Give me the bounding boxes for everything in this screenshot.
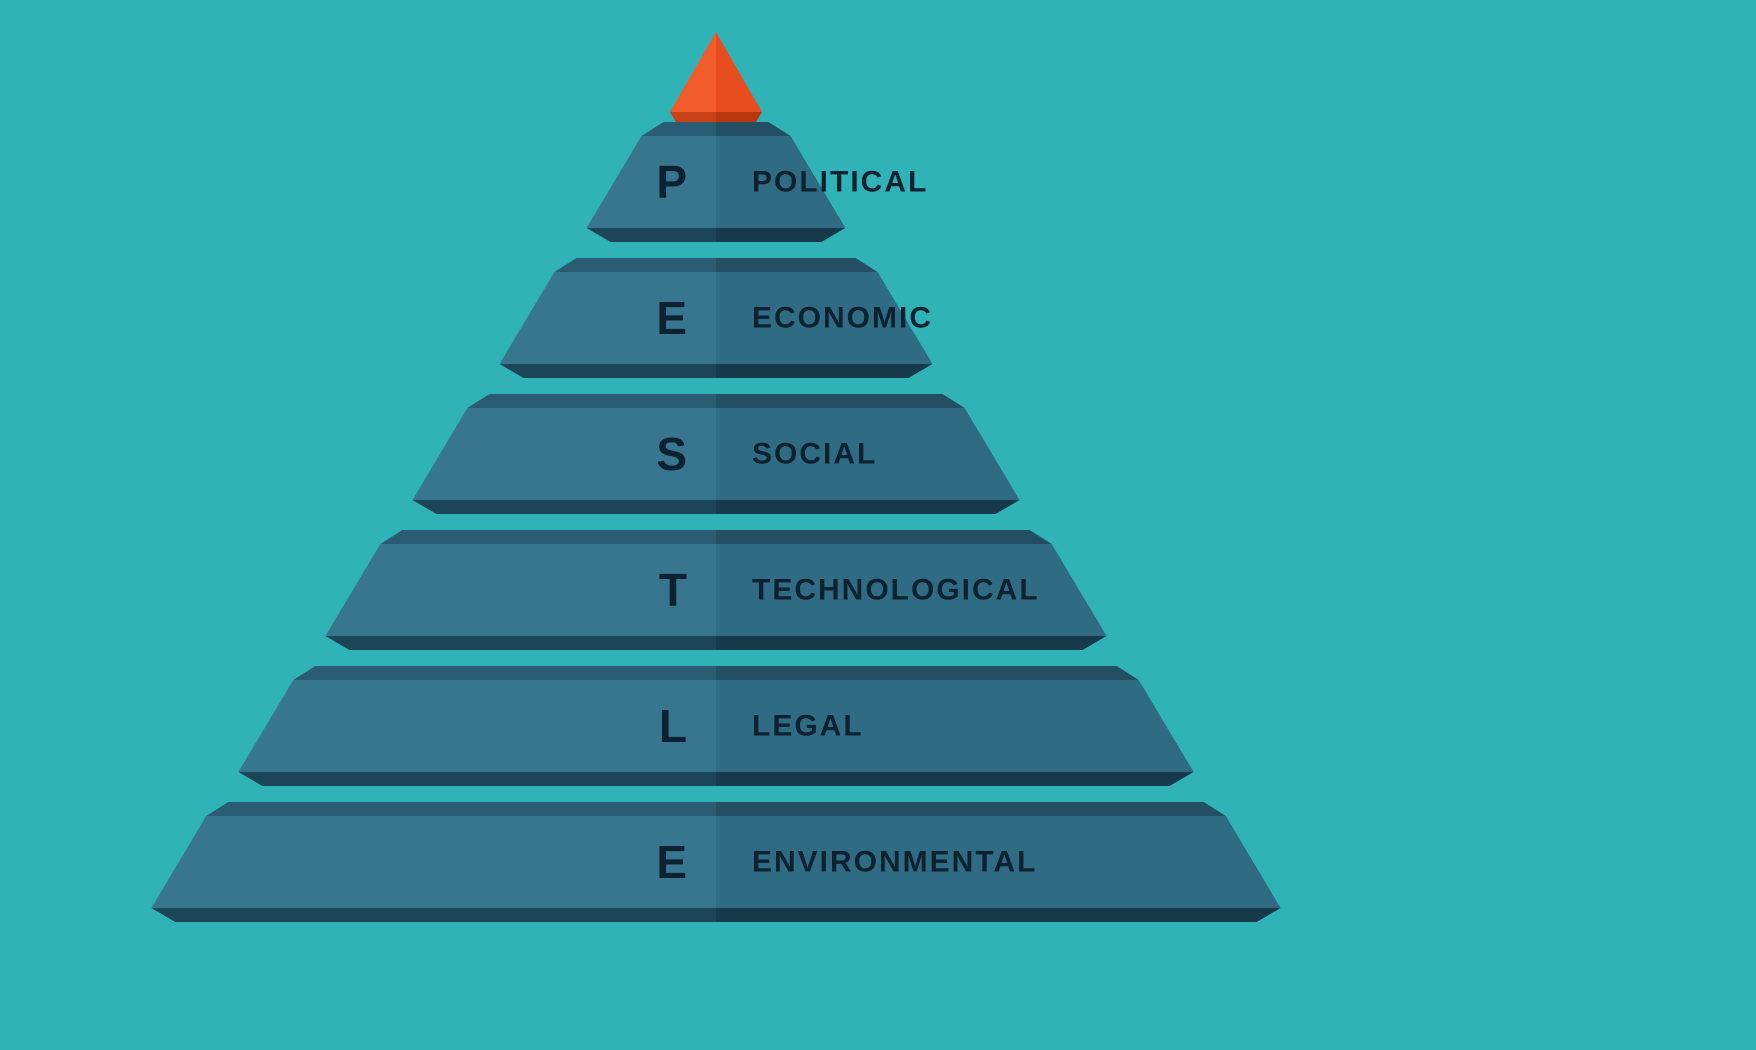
tier-label: TECHNOLOGICAL — [752, 574, 1040, 607]
pyramid-tier: E ECONOMIC — [500, 258, 933, 378]
pyramid-tier: S SOCIAL — [412, 394, 1019, 514]
tier-label: LEGAL — [752, 710, 864, 743]
tier-letter: S — [656, 428, 688, 480]
tier-label: ENVIRONMENTAL — [752, 846, 1037, 879]
tier-letter: L — [659, 700, 688, 752]
tier-label: ECONOMIC — [752, 302, 933, 335]
apex-base-right — [716, 112, 762, 122]
tier-letter: E — [656, 836, 688, 888]
tier-label: SOCIAL — [752, 438, 877, 471]
tier-letter: E — [656, 292, 688, 344]
tier-letter: P — [656, 156, 688, 208]
pyramid-tier: T TECHNOLOGICAL — [325, 530, 1106, 650]
tier-letter: T — [659, 564, 688, 616]
pyramid-tier: L LEGAL — [238, 666, 1193, 786]
pestle-pyramid-diagram: P POLITICAL E ECONOMIC S SOCIAL T TECHNOLOGICAL… — [0, 0, 1756, 1050]
pyramid-tier: E ENVIRONMENTAL — [151, 802, 1280, 922]
tier-label: POLITICAL — [752, 166, 928, 199]
